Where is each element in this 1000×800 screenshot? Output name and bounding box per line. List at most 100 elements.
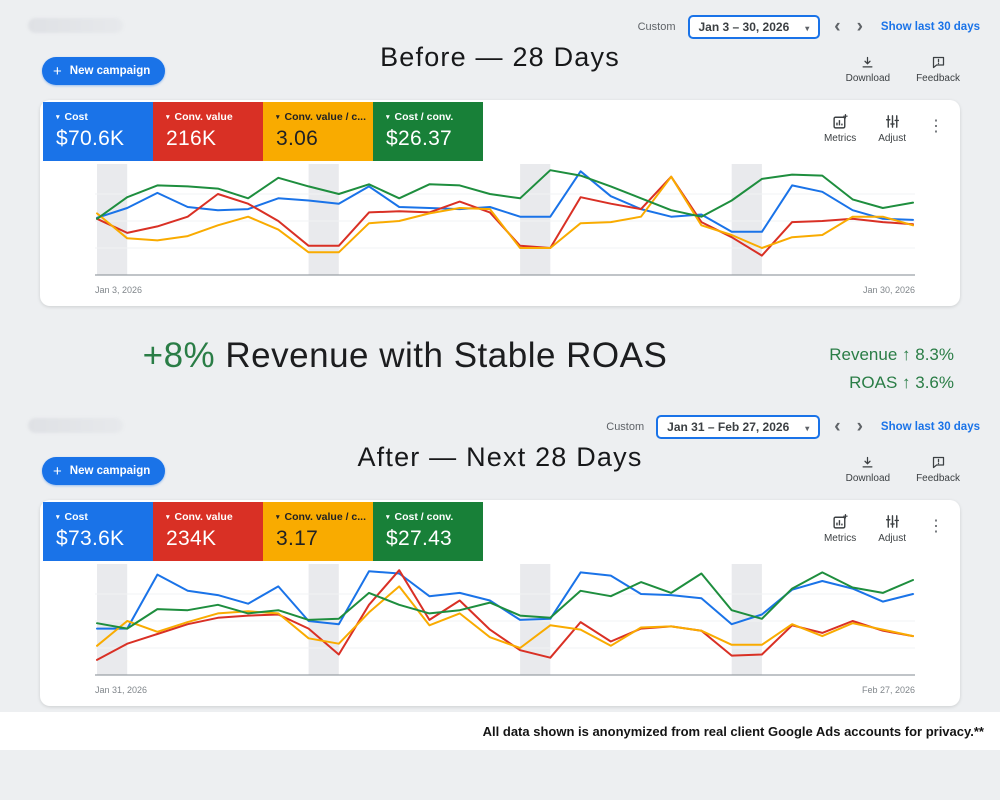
card-caret-icon: ▾ <box>386 114 390 121</box>
metric-value: $27.43 <box>386 527 453 550</box>
download-button[interactable]: Download <box>846 55 890 84</box>
metric-value: 3.17 <box>276 527 319 550</box>
page-tools: Download Feedback <box>846 455 960 484</box>
download-label: Download <box>845 473 891 484</box>
next-period-button[interactable]: › <box>856 416 863 437</box>
adjust-label: Adjust <box>878 533 906 544</box>
metric-label: Cost / conv. <box>394 111 454 123</box>
overview-card-before: ▾ Cost $70.6K ▾ Conv. value 216K ▾ Conv. va… <box>40 100 960 306</box>
redacted-account-name <box>28 418 123 433</box>
x-axis-end-label: Feb 27, 2026 <box>861 685 915 695</box>
download-button[interactable]: Download <box>846 455 890 484</box>
x-axis-labels: Jan 3, 2026 Jan 30, 2026 <box>95 285 915 295</box>
card-caret-icon: ▾ <box>386 514 390 521</box>
section-title-before: Before — 28 Days <box>380 42 620 72</box>
dashboard-after: Custom Jan 31 – Feb 27, 2026 ▾ ‹ › Show … <box>0 400 1000 800</box>
metrics-label: Metrics <box>823 133 857 144</box>
redacted-account-name <box>28 18 123 33</box>
feedback-button[interactable]: Feedback <box>916 455 960 484</box>
date-range-picker[interactable]: Jan 31 – Feb 27, 2026 ▾ <box>656 415 821 439</box>
download-label: Download <box>845 73 891 84</box>
date-range-picker[interactable]: Jan 3 – 30, 2026 ▾ <box>687 15 821 39</box>
more-options-button[interactable]: ⋮ <box>928 518 944 535</box>
x-axis-labels: Jan 31, 2026 Feb 27, 2026 <box>95 685 915 695</box>
adjust-button[interactable]: Adjust <box>878 113 906 144</box>
feedback-label: Feedback <box>916 73 960 84</box>
feedback-button[interactable]: Feedback <box>916 55 960 84</box>
privacy-disclaimer-bar: All data shown is anonymized from real c… <box>0 712 1000 750</box>
chevron-down-icon: ▾ <box>805 23 810 33</box>
plus-icon: + <box>53 62 62 80</box>
metric-label: Conv. value <box>174 511 233 523</box>
card-caret-icon: ▾ <box>276 114 280 121</box>
metric-label: Cost <box>64 111 88 123</box>
metric-card-cost[interactable]: ▾ Cost $70.6K <box>43 102 153 161</box>
show-last-30-days-link[interactable]: Show last 30 days <box>880 421 980 433</box>
headline-text: Revenue with Stable ROAS <box>215 336 668 375</box>
next-period-button[interactable]: › <box>856 16 863 37</box>
comparison-stats: Revenue ↑ 8.3% ROAS ↑ 3.6% <box>829 341 954 396</box>
metrics-label: Metrics <box>823 533 857 544</box>
headline-highlight: +8% <box>142 336 216 375</box>
download-icon <box>862 56 873 68</box>
metric-value: 234K <box>166 527 217 550</box>
section-title-after: After — Next 28 Days <box>357 442 643 472</box>
metric-card-conv-value-per-cost[interactable]: ▾ Conv. value / c... 3.06 <box>263 102 373 161</box>
roas-delta-stat: ROAS ↑ 3.6% <box>849 372 954 392</box>
overview-card-after: ▾ Cost $73.6K ▾ Conv. value 234K ▾ Conv. va… <box>40 500 960 706</box>
metrics-icon <box>832 114 848 129</box>
custom-label: Custom <box>637 21 676 33</box>
feedback-icon <box>932 456 944 469</box>
metric-card-conv-value-per-cost[interactable]: ▾ Conv. value / c... 3.17 <box>263 502 373 561</box>
metric-cards: ▾ Cost $73.6K ▾ Conv. value 234K ▾ Conv. va… <box>43 502 483 561</box>
metric-label: Cost <box>64 511 88 523</box>
new-campaign-label: New campaign <box>69 465 151 477</box>
metrics-button[interactable]: Metrics <box>824 513 856 544</box>
plus-icon: + <box>53 462 62 480</box>
date-controls: Custom Jan 31 – Feb 27, 2026 ▾ ‹ › Show … <box>606 415 980 439</box>
card-caret-icon: ▾ <box>56 514 60 521</box>
card-caret-icon: ▾ <box>166 514 170 521</box>
privacy-disclaimer-text: All data shown is anonymized from real c… <box>482 723 984 739</box>
metrics-button[interactable]: Metrics <box>824 113 856 144</box>
metric-card-conv-value[interactable]: ▾ Conv. value 216K <box>153 102 263 161</box>
metrics-icon <box>832 514 848 529</box>
date-controls: Custom Jan 3 – 30, 2026 ▾ ‹ › Show last … <box>638 15 980 39</box>
adjust-icon <box>885 515 899 528</box>
adjust-button[interactable]: Adjust <box>878 513 906 544</box>
download-icon <box>862 456 873 468</box>
custom-label: Custom <box>606 421 645 433</box>
metric-label: Cost / conv. <box>394 511 454 523</box>
new-campaign-button[interactable]: + New campaign <box>42 457 166 485</box>
metric-card-conv-value[interactable]: ▾ Conv. value 234K <box>153 502 263 561</box>
metric-value: $73.6K <box>56 527 125 550</box>
timeseries-chart-before[interactable] <box>95 164 915 282</box>
date-range-value: Jan 31 – Feb 27, 2026 <box>667 420 790 434</box>
metric-value: $26.37 <box>386 127 453 150</box>
card-caret-icon: ▾ <box>166 114 170 121</box>
metric-card-cost-per-conv[interactable]: ▾ Cost / conv. $26.37 <box>373 102 483 161</box>
metric-card-cost[interactable]: ▾ Cost $73.6K <box>43 502 153 561</box>
metric-value: 3.06 <box>276 127 319 150</box>
new-campaign-button[interactable]: + New campaign <box>42 57 166 85</box>
date-range-value: Jan 3 – 30, 2026 <box>698 20 790 34</box>
dashboard-before: Custom Jan 3 – 30, 2026 ▾ ‹ › Show last … <box>28 15 980 306</box>
show-last-30-days-link[interactable]: Show last 30 days <box>880 21 980 33</box>
feedback-label: Feedback <box>916 473 960 484</box>
card-caret-icon: ▾ <box>56 114 60 121</box>
metric-value: $70.6K <box>56 127 125 150</box>
previous-period-button[interactable]: ‹ <box>834 416 841 437</box>
feedback-icon <box>932 56 944 69</box>
x-axis-end-label: Jan 30, 2026 <box>862 285 915 295</box>
previous-period-button[interactable]: ‹ <box>834 16 841 37</box>
metric-card-cost-per-conv[interactable]: ▾ Cost / conv. $27.43 <box>373 502 483 561</box>
card-caret-icon: ▾ <box>276 514 280 521</box>
timeseries-chart-after[interactable] <box>95 564 915 682</box>
x-axis-start-label: Jan 3, 2026 <box>95 285 143 295</box>
more-options-button[interactable]: ⋮ <box>928 118 944 135</box>
comparison-headline: +8% Revenue with Stable ROAS <box>40 336 770 376</box>
x-axis-start-label: Jan 31, 2026 <box>95 685 148 695</box>
adjust-icon <box>885 115 899 128</box>
page-tools: Download Feedback <box>846 55 960 84</box>
chart-tools: Metrics Adjust ⋮ <box>824 513 944 544</box>
